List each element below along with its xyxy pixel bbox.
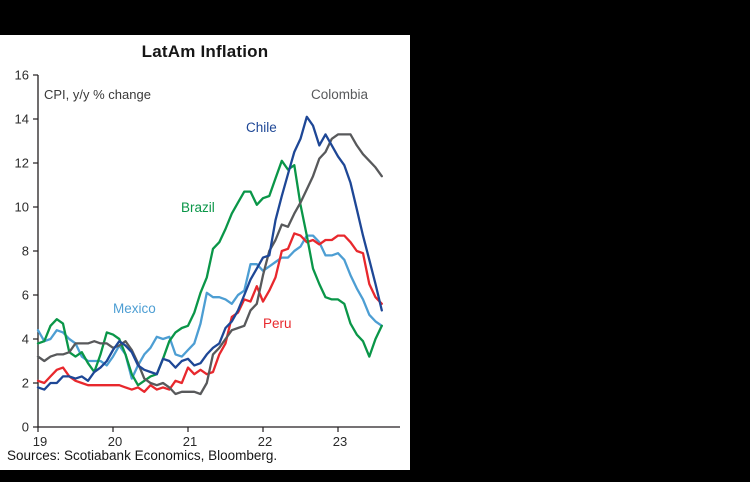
y-tick-label: 4 xyxy=(22,332,29,347)
series-line-colombia xyxy=(36,133,383,396)
x-tick-label: 21 xyxy=(183,434,197,449)
y-tick-label: 14 xyxy=(15,112,29,127)
axis-annotation: CPI, y/y % change xyxy=(44,87,151,102)
y-tick-label: 10 xyxy=(15,200,29,215)
source-note: Sources: Scotiabank Economics, Bloomberg… xyxy=(7,448,278,463)
series-line-mexico xyxy=(36,234,383,380)
series-label-mexico: Mexico xyxy=(113,301,156,316)
series-label-colombia: Colombia xyxy=(311,87,369,102)
series-line-chile xyxy=(36,115,383,391)
y-tick-label: 0 xyxy=(22,420,29,435)
series-line-brazil xyxy=(36,159,383,387)
y-tick-label: 12 xyxy=(15,156,29,171)
y-tick-label: 6 xyxy=(22,288,29,303)
series-label-chile: Chile xyxy=(246,120,277,135)
series-label-peru: Peru xyxy=(263,316,292,331)
x-tick-label: 23 xyxy=(333,434,347,449)
x-tick-label: 20 xyxy=(108,434,122,449)
line-chart: 0 2 4 6 8 10 12 14 16 19 20 21 22 23 xyxy=(15,68,400,449)
x-tick-label: 19 xyxy=(33,434,47,449)
chart-panel: LatAm Inflation 0 2 4 6 8 10 12 14 16 19 20 21 22 23 … xyxy=(0,35,410,470)
y-tick-label: 16 xyxy=(15,68,29,83)
chart-title: LatAm Inflation xyxy=(141,42,269,61)
y-tick-label: 8 xyxy=(22,244,29,259)
x-tick-label: 22 xyxy=(258,434,272,449)
y-tick-label: 2 xyxy=(22,376,29,391)
series-label-brazil: Brazil xyxy=(181,200,215,215)
